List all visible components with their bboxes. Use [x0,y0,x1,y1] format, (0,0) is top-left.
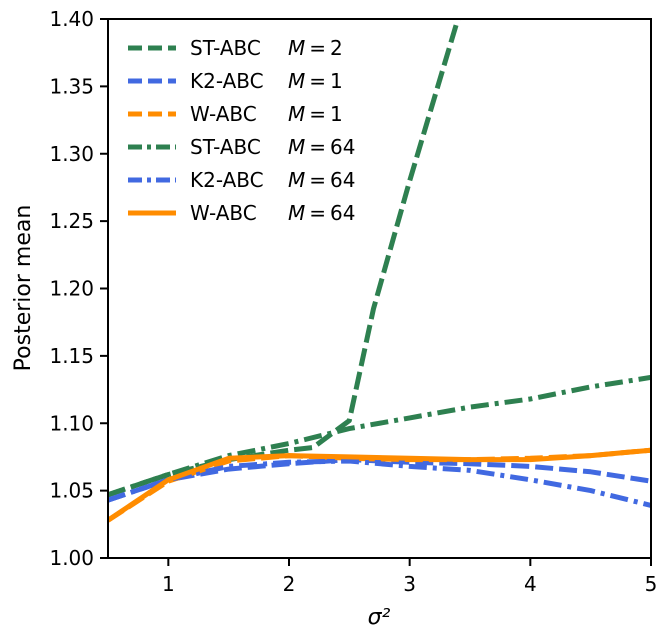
legend-m-label-4: M = 64 [288,168,355,192]
x-axis-title: σ² [368,605,391,630]
y-tick-label: 1.10 [49,411,94,435]
series-line-4 [108,458,651,508]
x-axis: 1 2 3 4 5 [162,558,657,596]
series-line-3 [108,374,651,498]
y-tick-label: 1.40 [49,7,94,31]
x-tick-label: 1 [162,572,175,596]
legend-m-label-2: M = 1 [288,102,343,126]
y-tick-label: 1.00 [49,546,94,570]
x-tick-label: 5 [645,572,658,596]
legend-label-2: W-ABC [190,102,257,126]
y-tick-label: 1.35 [49,74,94,98]
series-line-1 [108,457,651,503]
legend-m-label-1: M = 1 [288,69,343,93]
y-axis-title: Posterior mean [11,205,36,372]
legend-label-3: ST-ABC [190,135,261,159]
series-line-0 [108,19,461,498]
legend-m-label-5: M = 64 [288,201,355,225]
y-axis: 1.00 1.05 1.10 1.15 1.20 1.25 1.30 1.35 1.40 [49,7,108,570]
x-tick-label: 2 [283,572,296,596]
series-line-5 [108,447,651,523]
y-tick-label: 1.30 [49,142,94,166]
legend-label-5: W-ABC [190,201,257,225]
legend-label-1: K2-ABC [190,69,264,93]
legend: ST-ABC M = 2 K2-ABC M = 1 W-ABC M = 1 ST-ABC M … [128,36,355,225]
legend-m-label-3: M = 64 [288,135,355,159]
legend-label-0: ST-ABC [190,36,261,60]
y-tick-label: 1.15 [49,344,94,368]
legend-m-label-0: M = 2 [288,36,343,60]
series-layer [108,19,651,523]
x-tick-label: 4 [524,572,537,596]
x-tick-label: 3 [403,572,416,596]
y-tick-label: 1.20 [49,277,94,301]
legend-label-4: K2-ABC [190,168,264,192]
y-tick-label: 1.05 [49,479,94,503]
y-tick-label: 1.25 [49,209,94,233]
